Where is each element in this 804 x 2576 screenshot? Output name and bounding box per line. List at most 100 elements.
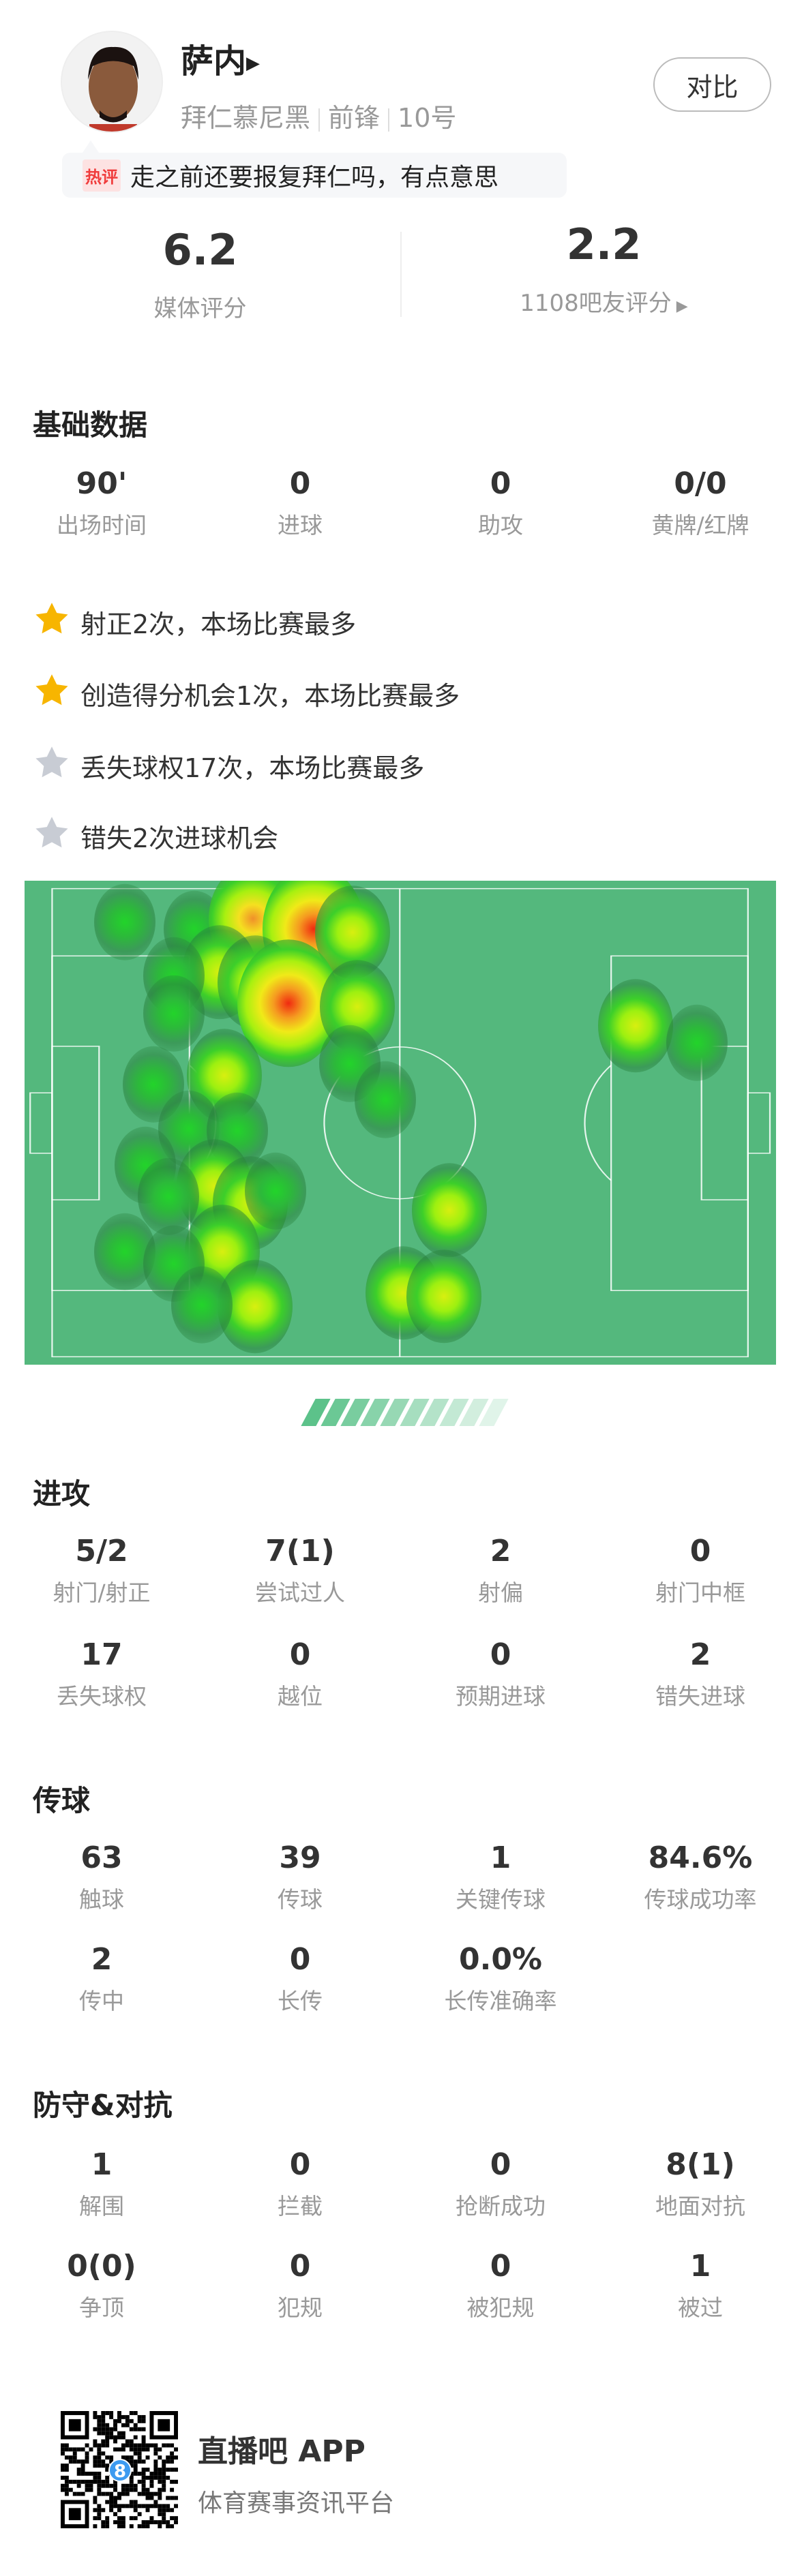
media-rating-label: 媒体评分 [153,295,247,322]
stat-label: 传中 [79,1988,124,2014]
heatmap-blob [406,1249,482,1344]
stat-value: 0 [689,1534,711,1569]
app-logo-icon: 8 [108,2459,132,2482]
heatmap-blob [355,1061,417,1138]
player-name: 萨内 [181,42,247,80]
stat-label: 被犯规 [466,2294,535,2321]
heatmap-blob [245,1153,307,1230]
stat-item: 1 被过 [600,2249,801,2322]
stat-label: 地面对抗 [655,2193,745,2219]
stat-item: 5/2 射门/射正 [1,1534,202,1607]
stat-value: 7(1) [265,1534,335,1569]
fan-rating[interactable]: 2.2 1108吧友评分 ▶ [404,219,804,318]
player-name-link[interactable]: 萨内▶ [181,34,260,82]
stat-label: 传球成功率 [644,1886,757,1913]
shirt-number: 10号 [398,103,457,133]
fan-rating-label-row: 1108吧友评分 ▶ [404,284,804,318]
stat-value: 0 [490,2249,511,2284]
stat-label: 预期进球 [456,1683,546,1710]
stat-label: 犯规 [278,2294,323,2321]
stat-label: 拦截 [278,2193,323,2219]
stat-label: 助攻 [478,512,523,539]
section-title-defense: 防守&对抗 [33,2089,173,2122]
hot-comment[interactable]: 热评 走之前还要报复拜仁吗，有点意思 [62,140,567,198]
stat-label: 射偏 [478,1579,523,1606]
stat-item: 0.0% 长传准确率 [400,1942,601,2016]
stat-label: 触球 [79,1886,124,1913]
stat-item: 2 错失进球 [600,1637,801,1711]
highlight-text: 创造得分机会1次，本场比赛最多 [80,681,460,711]
fan-rating-label: 1108吧友评分 [520,290,672,317]
stat-value: 63 [80,1840,123,1875]
stat-item: 0(0) 争顶 [1,2249,202,2322]
stat-value: 1 [689,2249,711,2284]
stat-label: 出场时间 [57,512,147,539]
stat-value: 8(1) [666,2147,735,2182]
stat-value: 0.0% [458,1942,543,1977]
heatmap-blob [666,1004,728,1082]
stat-item: 0 射门中框 [600,1534,801,1607]
fan-rating-value: 2.2 [566,219,642,269]
player-avatar [61,31,163,133]
player-info: 拜仁慕尼黑 前锋 10号 [181,97,456,134]
heatmap-pitch [25,881,776,1365]
stat-item: 0 助攻 [400,466,601,540]
caret-right-icon: ▶ [246,53,260,74]
stat-label: 越位 [278,1683,323,1710]
app-tagline: 体育赛事资讯平台 [198,2489,395,2517]
stat-item: 0 进球 [200,466,400,540]
stat-item: 2 射偏 [400,1534,601,1607]
highlight-text: 丢失球权17次，本场比赛最多 [80,753,425,783]
stat-item: 1 解围 [1,2147,202,2221]
stat-value: 0/0 [674,466,727,501]
stat-item: 0 犯规 [200,2249,400,2322]
highlight-text: 射正2次，本场比赛最多 [80,609,357,639]
star-gray-icon [33,814,80,858]
stat-item: 39 传球 [200,1840,400,1914]
stat-value: 39 [279,1840,321,1875]
stat-item: 0 预期进球 [400,1637,601,1711]
stat-item: 2 传中 [1,1942,202,2016]
media-rating-value: 6.2 [162,225,238,275]
team-name: 拜仁慕尼黑 [181,103,311,133]
stat-value: 17 [80,1637,123,1672]
caret-right-icon: ▶ [671,298,688,315]
stat-item: 1 关键传球 [400,1840,601,1914]
heatmap-blob [598,978,674,1073]
stat-label: 被过 [678,2294,723,2321]
position: 前锋 [328,103,381,133]
divider [388,108,390,132]
stat-item: 63 触球 [1,1840,202,1914]
stat-label: 长传 [278,1988,323,2014]
download-qr-code[interactable]: 8 [61,2411,178,2528]
stat-item: 0 越位 [200,1637,400,1711]
stat-value: 90' [76,466,128,501]
stat-value: 0 [289,2147,311,2182]
stat-item: 0 长传 [200,1942,400,2016]
stat-value: 2 [689,1637,711,1672]
section-title-passing: 传球 [33,1784,91,1817]
compare-button[interactable]: 对比 [653,57,771,112]
stat-value: 0 [289,466,311,501]
stat-label: 关键传球 [456,1886,546,1913]
stat-label: 抢断成功 [456,2193,546,2219]
stat-item: 0/0 黄牌/红牌 [600,466,801,540]
stat-value: 0(0) [67,2249,136,2284]
stat-value: 0 [490,2147,511,2182]
media-rating: 6.2 媒体评分 [0,225,400,323]
hot-comment-text: 走之前还要报复拜仁吗，有点意思 [130,164,499,192]
star-gray-icon [33,744,80,788]
stat-label: 错失进球 [655,1683,745,1710]
stat-value: 1 [91,2147,113,2182]
stat-value: 1 [490,1840,511,1875]
heatmap-blob [94,883,156,960]
section-title-attack: 进攻 [33,1477,91,1511]
stat-value: 0 [289,1637,311,1672]
stat-label: 争顶 [79,2294,124,2321]
highlight-item: 错失2次进球机会 [33,814,278,858]
stat-value: 0 [490,466,511,501]
stat-label: 传球 [278,1886,323,1913]
stat-label: 长传准确率 [444,1988,557,2014]
divider [400,232,402,317]
star-gold-icon [33,600,80,644]
